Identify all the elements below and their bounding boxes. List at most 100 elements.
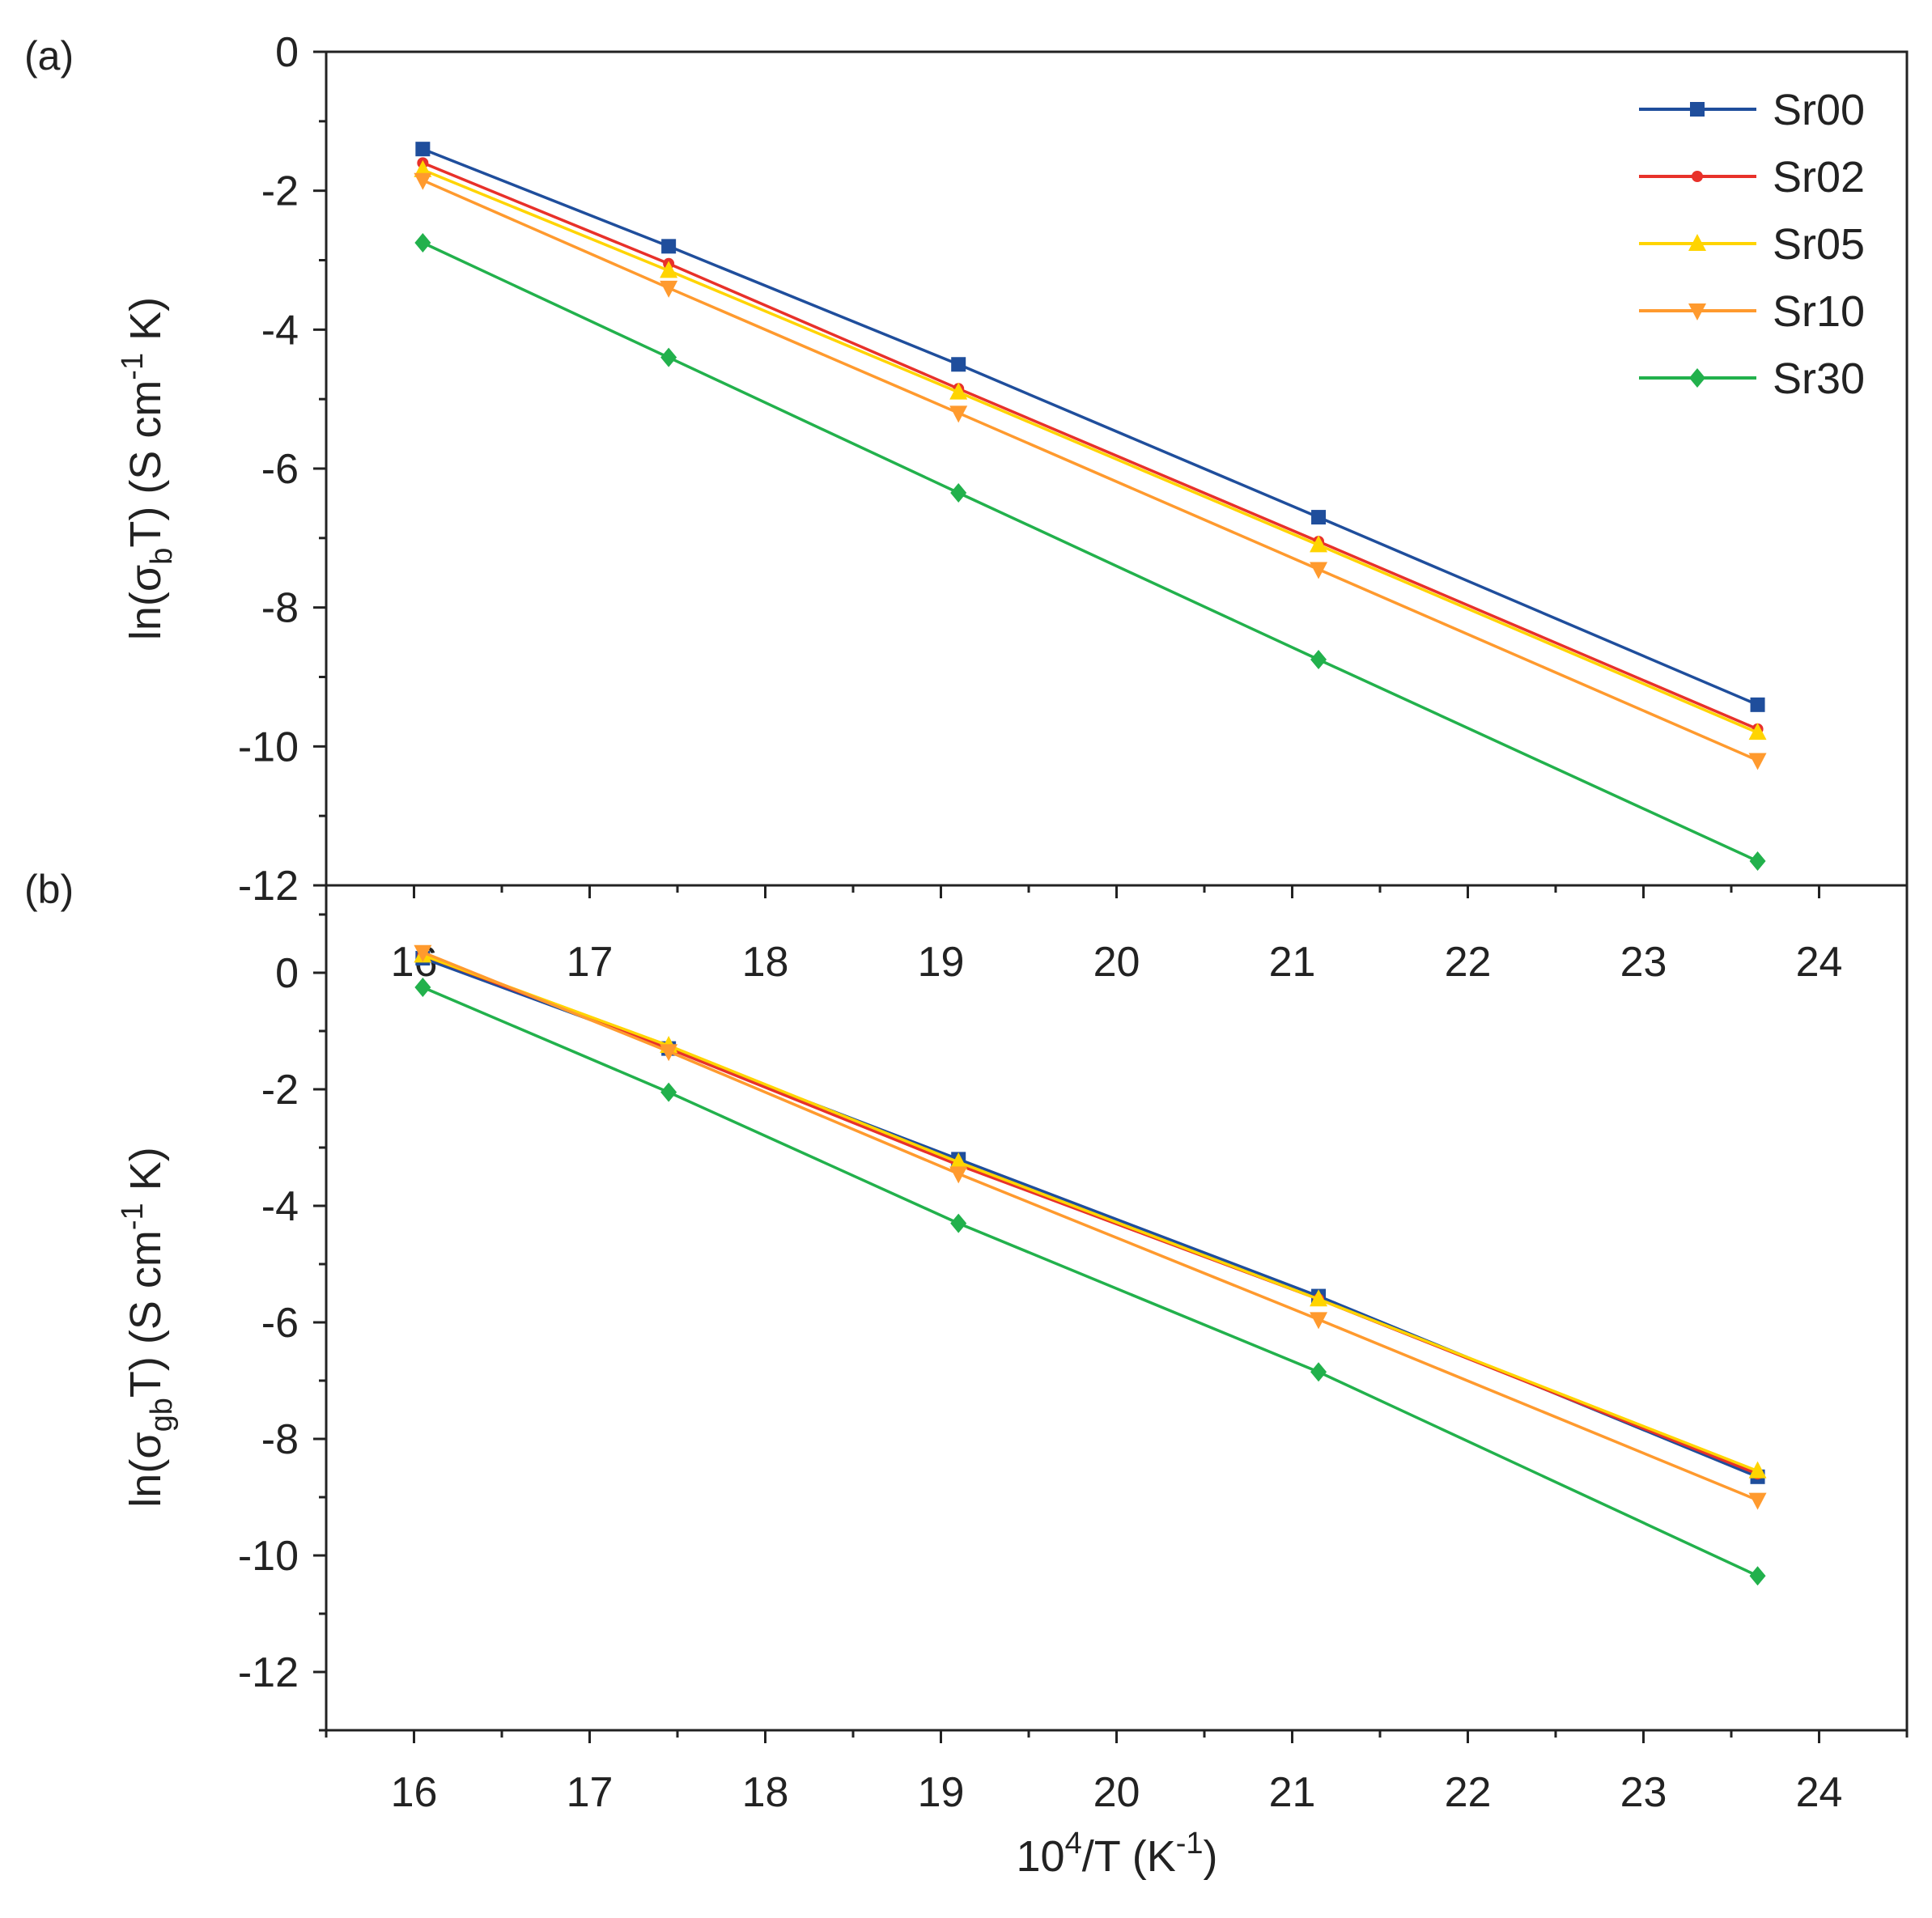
legend-label: Sr02 (1773, 153, 1865, 202)
data-point (660, 280, 678, 298)
data-point (660, 261, 678, 278)
series-sr05 (414, 159, 1767, 740)
data-point (950, 1213, 967, 1233)
y-tick-label: 0 (275, 950, 299, 997)
data-point (1748, 1461, 1767, 1479)
panel-b-y-axis-title: ln(σgbT) (S cm-1 K) (116, 1147, 179, 1507)
x-tick-label: 20 (1093, 1769, 1140, 1816)
panel-b: (b) 16 17 18 19 20 21 22 23 24 0 -2 -4 -6 -8 -10 -12 l… (24, 867, 1909, 1881)
legend-item-sr05: Sr05 (1639, 220, 1865, 269)
x-tick-label: 22 (1445, 1769, 1492, 1816)
legend-label: Sr30 (1773, 354, 1865, 403)
legend-item-sr00: Sr00 (1639, 86, 1865, 134)
data-point (660, 347, 677, 367)
x-tick-label: 24 (1796, 939, 1843, 986)
y-tick-label: -10 (238, 1533, 299, 1580)
data-point (1748, 723, 1767, 740)
data-point (660, 1044, 678, 1062)
data-point (950, 483, 967, 503)
x-tick-label: 17 (567, 939, 614, 986)
data-point (660, 1082, 677, 1102)
legend-swatch-marker (1688, 234, 1706, 251)
series-line (422, 161, 1759, 731)
data-point (1310, 1312, 1328, 1330)
x-tick-label: 22 (1445, 939, 1492, 986)
data-point (414, 233, 431, 253)
data-point (1748, 753, 1767, 770)
panel-b-label: (b) (24, 867, 74, 912)
panel-b-y-axis: 0 -2 -4 -6 -8 -10 -12 (238, 913, 326, 1732)
y-tick-label: -4 (261, 307, 299, 354)
x-tick-label: 21 (1269, 939, 1316, 986)
data-point (949, 1166, 968, 1184)
panel-a: (a) 16 17 18 19 20 21 22 23 24 0-2-4-6-8-10-12 l… (24, 29, 1909, 986)
y-tick-label: -8 (261, 1416, 299, 1463)
series-line (422, 957, 1759, 1479)
legend-label: Sr00 (1773, 86, 1865, 134)
series-sr02 (417, 949, 1764, 1480)
data-point (949, 382, 968, 400)
data-point (1750, 697, 1765, 712)
series-line (422, 951, 1759, 1502)
legend-item-sr30: Sr30 (1639, 354, 1865, 403)
series-sr10 (414, 944, 1767, 1510)
x-tick-label: 19 (918, 1769, 965, 1816)
data-point (1311, 510, 1327, 525)
data-point (949, 1152, 968, 1169)
y-tick-label: -6 (261, 1300, 299, 1347)
data-point (951, 357, 966, 372)
x-tick-label: 17 (567, 1769, 614, 1816)
y-tick-label: -6 (261, 446, 299, 493)
x-axis-title: 104/T (K-1) (1016, 1827, 1217, 1881)
y-tick-label: -10 (238, 723, 299, 770)
y-tick-label: -12 (238, 863, 299, 910)
data-point (414, 172, 432, 190)
legend: Sr00 Sr02 Sr05 Sr10 Sr30 (1639, 86, 1865, 403)
x-tick-label: 20 (1093, 939, 1140, 986)
legend-label: Sr10 (1773, 287, 1865, 336)
y-tick-label: -2 (261, 168, 299, 215)
y-tick-label: -2 (261, 1067, 299, 1114)
series-line (422, 179, 1759, 762)
panel-a-label: (a) (24, 33, 74, 79)
data-point (1310, 535, 1328, 553)
series-sr30 (414, 978, 1766, 1586)
data-point (661, 239, 677, 254)
data-point (1310, 650, 1327, 670)
legend-swatch-marker (1688, 303, 1706, 320)
data-point (414, 944, 432, 962)
data-point (1310, 1289, 1328, 1307)
panel-b-x-axis: 16 17 18 19 20 21 22 23 24 (325, 1730, 1909, 1816)
legend-swatch-marker (1692, 171, 1703, 182)
x-tick-label: 23 (1620, 939, 1667, 986)
series-sr30 (414, 233, 1766, 871)
series-line (422, 168, 1759, 734)
data-point (1310, 1362, 1327, 1382)
legend-swatch-marker (1689, 368, 1705, 388)
x-tick-label: 16 (391, 1769, 438, 1816)
y-tick-label: -4 (261, 1183, 299, 1230)
panel-b-frame (325, 884, 1909, 1732)
series-line (422, 147, 1759, 707)
x-tick-label: 18 (742, 1769, 789, 1816)
data-point (1310, 562, 1328, 579)
series-sr00 (415, 142, 1765, 712)
data-point (414, 159, 432, 177)
x-tick-label: 21 (1269, 1769, 1316, 1816)
series-line (422, 241, 1759, 863)
panel-b-series (414, 944, 1767, 1586)
legend-item-sr02: Sr02 (1639, 153, 1865, 202)
panel-a-series (414, 142, 1767, 871)
data-point (1748, 1492, 1767, 1510)
data-point (949, 405, 968, 423)
legend-item-sr10: Sr10 (1639, 287, 1865, 336)
y-tick-label: 0 (275, 29, 299, 76)
x-tick-label: 24 (1796, 1769, 1843, 1816)
x-tick-label: 18 (742, 939, 789, 986)
panel-a-x-axis: 16 17 18 19 20 21 22 23 24 (325, 885, 1909, 986)
y-tick-label: -12 (238, 1649, 299, 1696)
data-point (414, 978, 431, 997)
legend-swatch-marker (1690, 102, 1705, 117)
data-point (1749, 851, 1766, 871)
